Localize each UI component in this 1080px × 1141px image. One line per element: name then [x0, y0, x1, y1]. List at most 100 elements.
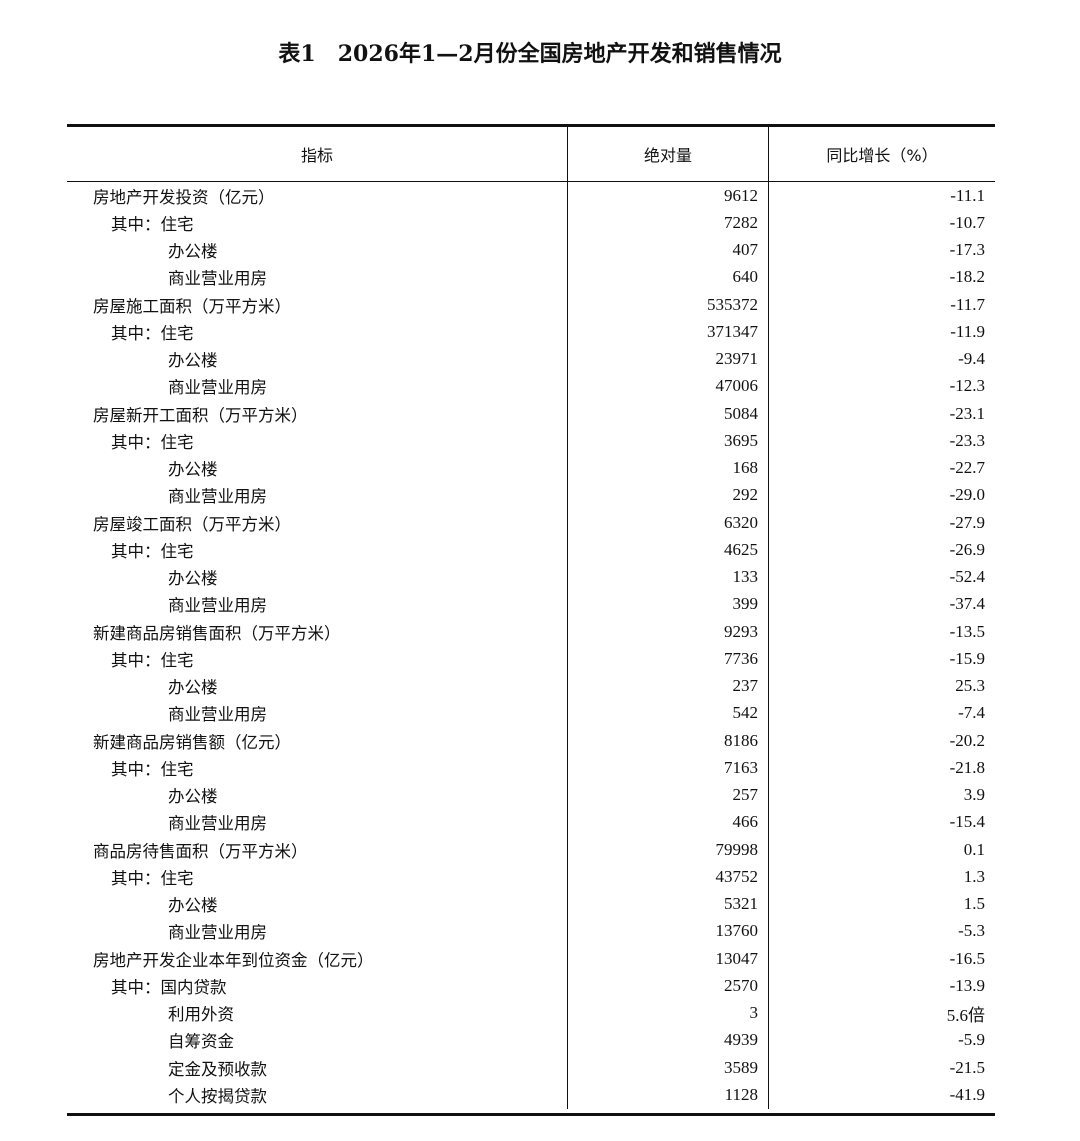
row-value: 79998 — [567, 836, 768, 864]
table-title: 表1 2026年1—2月份全国房地产开发和销售情况 — [278, 41, 782, 67]
table-row: 其中：住宅 371347 -11.9 — [67, 318, 995, 346]
table-row: 定金及预收款 3589 -21.5 — [67, 1054, 995, 1082]
table-row: 其中：住宅 43752 1.3 — [67, 863, 995, 891]
table-row: 新建商品房销售额（亿元） 8186 -20.2 — [67, 727, 995, 755]
row-value: 466 — [567, 808, 768, 836]
row-value: 1128 — [567, 1081, 768, 1109]
row-value: 8186 — [567, 727, 768, 755]
row-label: 商业营业用房 — [168, 596, 267, 616]
row-value: 535372 — [567, 291, 768, 319]
row-label: 办公楼 — [168, 460, 218, 480]
row-value: 13047 — [567, 945, 768, 973]
table-row: 房屋新开工面积（万平方米） 5084 -23.1 — [67, 400, 995, 428]
row-growth: -29.0 — [768, 481, 995, 509]
row-growth: -10.7 — [768, 209, 995, 237]
row-value: 47006 — [567, 372, 768, 400]
table-row: 办公楼 257 3.9 — [67, 781, 995, 809]
row-label: 个人按揭贷款 — [168, 1086, 267, 1106]
row-label: 其中：住宅 — [111, 432, 194, 452]
table-row: 新建商品房销售面积（万平方米） 9293 -13.5 — [67, 618, 995, 646]
table-row: 办公楼 23971 -9.4 — [67, 345, 995, 373]
table-row: 其中：住宅 7282 -10.7 — [67, 209, 995, 237]
table-row: 商品房待售面积（万平方米） 79998 0.1 — [67, 836, 995, 864]
table-row: 其中：住宅 3695 -23.3 — [67, 427, 995, 455]
row-growth: -9.4 — [768, 345, 995, 373]
table-row: 商业营业用房 466 -15.4 — [67, 808, 995, 836]
row-label: 办公楼 — [168, 351, 218, 371]
row-growth: -22.7 — [768, 454, 995, 482]
row-value: 2570 — [567, 972, 768, 1000]
row-growth: -37.4 — [768, 590, 995, 618]
table-row: 商业营业用房 47006 -12.3 — [67, 372, 995, 400]
row-growth: -15.9 — [768, 645, 995, 673]
row-growth: 5.6倍 — [768, 999, 995, 1027]
row-label: 自筹资金 — [168, 1032, 234, 1052]
table-row: 房屋竣工面积（万平方米） 6320 -27.9 — [67, 509, 995, 537]
row-label: 办公楼 — [168, 569, 218, 589]
table-row: 其中：住宅 7736 -15.9 — [67, 645, 995, 673]
row-value: 292 — [567, 481, 768, 509]
row-label: 其中：住宅 — [111, 868, 194, 888]
data-table: 指标 绝对量 同比增长（%） 房地产开发投资（亿元） 9612 -11.1 其中：住宅… — [67, 124, 995, 1116]
table-row: 办公楼 407 -17.3 — [67, 236, 995, 264]
header-growth: 同比增长（%） — [768, 127, 995, 181]
table-row: 房地产开发投资（亿元） 9612 -11.1 — [67, 182, 995, 210]
row-growth: -23.1 — [768, 400, 995, 428]
table-row: 商业营业用房 542 -7.4 — [67, 699, 995, 727]
table-row: 办公楼 133 -52.4 — [67, 563, 995, 591]
row-growth: 25.3 — [768, 672, 995, 700]
row-label: 房屋竣工面积（万平方米） — [93, 514, 291, 534]
row-label: 办公楼 — [168, 787, 218, 807]
table-row: 商业营业用房 399 -37.4 — [67, 590, 995, 618]
table-row: 自筹资金 4939 -5.9 — [67, 1026, 995, 1054]
row-growth: -13.5 — [768, 618, 995, 646]
table-row: 利用外资 3 5.6倍 — [67, 999, 995, 1027]
table-row: 其中：住宅 4625 -26.9 — [67, 536, 995, 564]
row-label: 定金及预收款 — [168, 1059, 267, 1079]
table-row: 个人按揭贷款 1128 -41.9 — [67, 1081, 995, 1109]
row-value: 3 — [567, 999, 768, 1027]
row-value: 23971 — [567, 345, 768, 373]
row-label: 办公楼 — [168, 896, 218, 916]
row-label: 其中：住宅 — [111, 650, 194, 670]
table-row: 房屋施工面积（万平方米） 535372 -11.7 — [67, 291, 995, 319]
row-value: 133 — [567, 563, 768, 591]
row-growth: -11.9 — [768, 318, 995, 346]
row-label: 商业营业用房 — [168, 269, 267, 289]
row-label: 房地产开发企业本年到位资金（亿元） — [93, 950, 374, 970]
row-value: 168 — [567, 454, 768, 482]
row-growth: -16.5 — [768, 945, 995, 973]
row-value: 3589 — [567, 1054, 768, 1082]
row-growth: -27.9 — [768, 509, 995, 537]
row-label: 其中：住宅 — [111, 541, 194, 561]
header-indicator: 指标 — [300, 146, 333, 165]
row-growth: -52.4 — [768, 563, 995, 591]
row-value: 407 — [567, 236, 768, 264]
row-value: 3695 — [567, 427, 768, 455]
row-value: 5084 — [567, 400, 768, 428]
row-growth: -5.9 — [768, 1026, 995, 1054]
row-growth: -26.9 — [768, 536, 995, 564]
table-row: 办公楼 168 -22.7 — [67, 454, 995, 482]
row-value: 9293 — [567, 618, 768, 646]
table-header: 指标 绝对量 同比增长（%） — [67, 127, 995, 182]
row-label: 商业营业用房 — [168, 705, 267, 725]
row-value: 13760 — [567, 917, 768, 945]
row-value: 7736 — [567, 645, 768, 673]
row-label: 商品房待售面积（万平方米） — [93, 841, 308, 861]
row-growth: 3.9 — [768, 781, 995, 809]
row-growth: 1.5 — [768, 890, 995, 918]
table-row: 商业营业用房 292 -29.0 — [67, 481, 995, 509]
row-growth: -21.8 — [768, 754, 995, 782]
header-absolute: 绝对量 — [567, 127, 768, 181]
table-row: 办公楼 5321 1.5 — [67, 890, 995, 918]
row-value: 371347 — [567, 318, 768, 346]
table-row: 办公楼 237 25.3 — [67, 672, 995, 700]
row-value: 399 — [567, 590, 768, 618]
row-value: 43752 — [567, 863, 768, 891]
row-growth: -11.1 — [768, 182, 995, 210]
row-value: 7163 — [567, 754, 768, 782]
row-value: 7282 — [567, 209, 768, 237]
row-label: 商业营业用房 — [168, 378, 267, 398]
row-value: 5321 — [567, 890, 768, 918]
